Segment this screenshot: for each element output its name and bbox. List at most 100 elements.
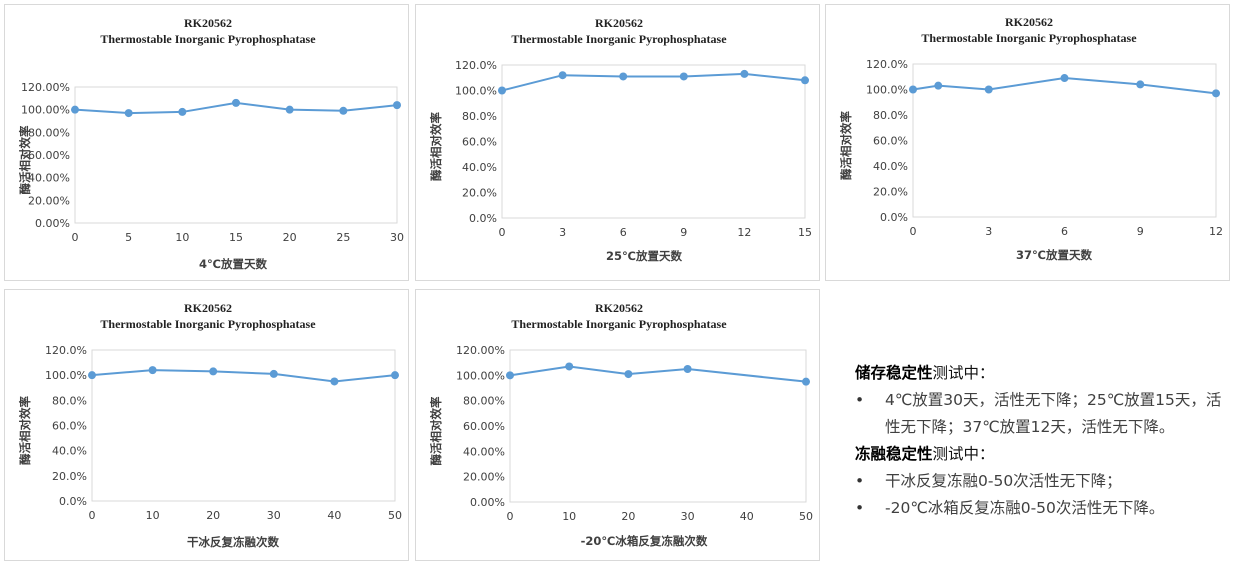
chart-subtitle: Thermostable Inorganic Pyrophosphatase [511, 317, 727, 331]
chart-title: RK20562 [595, 16, 643, 30]
storage-heading-rest: 测试中： [932, 364, 995, 382]
chart-title: RK20562 [595, 301, 643, 315]
data-point [1060, 74, 1069, 83]
data-point [558, 71, 567, 80]
chart-svg-dry-ice: RK20562 Thermostable Inorganic Pyrophosph… [18, 301, 402, 549]
y-tick-label: 80.0% [873, 109, 908, 122]
x-tick-label: 0 [507, 510, 514, 523]
y-tick-label: 40.00% [463, 445, 505, 458]
x-axis-label: 25℃放置天数 [606, 249, 682, 263]
x-tick-label: 40 [327, 509, 341, 522]
plot-area [501, 64, 806, 219]
chart-title: RK20562 [1005, 15, 1053, 29]
x-tick-label: 20 [283, 231, 297, 244]
y-tick-label: 80.00% [28, 126, 70, 139]
y-axis-label: 酶活相对效率 [429, 396, 443, 465]
y-tick-label: 60.0% [873, 135, 908, 148]
x-tick-label: 20 [206, 509, 220, 522]
data-point [802, 377, 810, 386]
y-tick-label: 20.0% [462, 187, 497, 200]
chart-panel-minus20: RK20562 Thermostable Inorganic Pyrophosph… [415, 289, 820, 561]
storage-item-text: 4℃放置30天，活性无下降；25℃放置15天，活性无下降；37℃放置12天，活性… [885, 391, 1222, 436]
data-point [71, 105, 79, 114]
data-point [565, 362, 574, 371]
chart-panel-dry-ice: RK20562 Thermostable Inorganic Pyrophosph… [4, 289, 409, 561]
x-tick-label: 30 [681, 510, 695, 523]
x-tick-label: 9 [680, 226, 687, 239]
storage-heading: 储存稳定性测试中： [855, 360, 1225, 387]
x-axis-label: 37℃放置天数 [1016, 248, 1092, 262]
data-point [624, 370, 633, 379]
x-tick-label: 0 [499, 226, 506, 239]
chart-svg-4c: RK20562 Thermostable Inorganic Pyrophosph… [18, 16, 404, 271]
chart-svg-37c: RK20562 Thermostable Inorganic Pyrophosph… [839, 15, 1223, 262]
data-point [148, 366, 157, 375]
x-tick-label: 15 [229, 231, 243, 244]
data-point [339, 106, 348, 115]
y-tick-label: 100.0% [866, 84, 908, 97]
y-axis-label: 酶活相对效率 [18, 125, 32, 194]
data-point [391, 371, 399, 380]
y-tick-label: 80.00% [463, 395, 505, 408]
x-tick-label: 40 [740, 510, 754, 523]
plot-area [509, 349, 807, 503]
y-axis-label: 酶活相对效率 [429, 112, 443, 181]
storage-heading-bold: 储存稳定性 [855, 364, 933, 382]
series-line [509, 365, 807, 383]
x-tick-label: 6 [620, 226, 627, 239]
y-tick-label: 120.0% [45, 344, 87, 357]
data-point [801, 76, 809, 85]
freeze-heading: 冻融稳定性测试中： [855, 441, 1225, 468]
y-tick-label: 100.0% [45, 369, 87, 382]
bullet-icon: • [855, 472, 865, 490]
data-point [1136, 80, 1145, 89]
x-tick-label: 9 [1137, 225, 1144, 238]
data-point [619, 72, 628, 81]
chart-subtitle: Thermostable Inorganic Pyrophosphatase [511, 32, 727, 46]
x-tick-label: 50 [388, 509, 402, 522]
x-tick-label: 50 [799, 510, 813, 523]
data-point [934, 81, 943, 90]
x-tick-label: 30 [267, 509, 281, 522]
x-tick-label: 10 [562, 510, 576, 523]
x-tick-label: 5 [125, 231, 132, 244]
y-tick-label: 120.00% [456, 344, 505, 357]
y-tick-label: 40.0% [462, 161, 497, 174]
freeze-list: • 干冰反复冻融0-50次活性无下降； • -20℃冰箱反复冻融0-50次活性无下降… [855, 468, 1225, 522]
chart-svg-25c: RK20562 Thermostable Inorganic Pyrophosph… [429, 16, 812, 263]
storage-list: • 4℃放置30天，活性无下降；25℃放置15天，活性无下降；37℃放置12天，活… [855, 387, 1225, 441]
data-point [740, 69, 749, 78]
x-tick-label: 10 [175, 231, 189, 244]
data-point [269, 369, 278, 378]
y-tick-label: 120.00% [21, 81, 70, 94]
x-axis-label: 4℃放置天数 [199, 257, 267, 271]
list-item: • -20℃冰箱反复冻融0-50次活性无下降。 [855, 495, 1225, 522]
data-point [984, 85, 993, 94]
x-tick-label: 25 [336, 231, 350, 244]
y-tick-label: 0.0% [469, 212, 497, 225]
bullet-icon: • [855, 499, 865, 517]
data-point [209, 367, 218, 376]
plot-area [74, 86, 398, 224]
freeze-item-text: -20℃冰箱反复冻融0-50次活性无下降。 [885, 499, 1165, 517]
series-line [912, 77, 1217, 95]
y-tick-label: 120.0% [866, 58, 908, 71]
y-tick-label: 0.00% [470, 496, 505, 509]
x-tick-label: 12 [1209, 225, 1223, 238]
y-tick-label: 20.0% [873, 186, 908, 199]
data-point [909, 85, 917, 94]
chart-subtitle: Thermostable Inorganic Pyrophosphatase [100, 317, 316, 331]
series-line [501, 72, 806, 92]
y-axis-label: 酶活相对效率 [18, 396, 32, 465]
x-tick-label: 0 [89, 509, 96, 522]
data-point [393, 101, 401, 110]
series-line [91, 369, 396, 383]
x-tick-label: 12 [737, 226, 751, 239]
chart-subtitle: Thermostable Inorganic Pyrophosphatase [921, 31, 1137, 45]
y-tick-label: 80.0% [462, 110, 497, 123]
chart-panel-4c: RK20562 Thermostable Inorganic Pyrophosph… [4, 4, 409, 281]
y-tick-label: 80.0% [52, 394, 87, 407]
x-axis-label: -20℃冰箱反复冻融次数 [581, 534, 708, 548]
y-tick-label: 120.0% [455, 59, 497, 72]
chart-panel-37c: RK20562 Thermostable Inorganic Pyrophosph… [825, 4, 1230, 281]
